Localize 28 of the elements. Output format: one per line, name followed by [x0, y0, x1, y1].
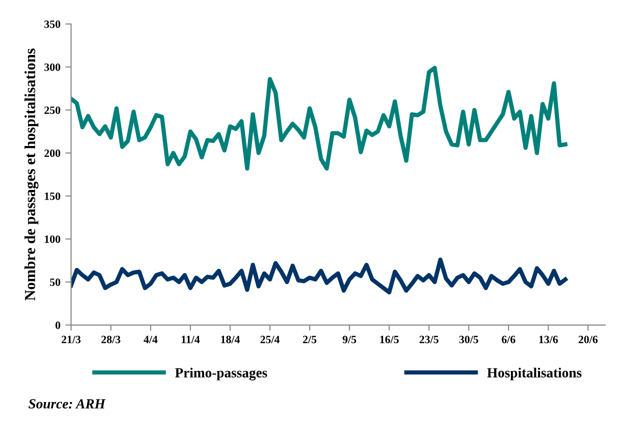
- x-tick-label: 25/4: [260, 336, 280, 344]
- source-note: Source: ARH: [28, 399, 106, 409]
- x-tick-label: 2/5: [303, 336, 316, 344]
- line-series: [71, 258, 568, 294]
- y-tick-label: 200: [44, 149, 60, 157]
- y-tick-label: 150: [44, 192, 60, 200]
- y-axis-title: Nombre de passages et hospitalisations: [24, 48, 38, 301]
- line-series: [71, 66, 568, 171]
- x-tick-label: 16/5: [380, 336, 399, 344]
- y-tick-label: 250: [44, 106, 60, 114]
- x-tick-label: 4/4: [144, 336, 158, 344]
- x-tick-label: 6/6: [502, 336, 516, 344]
- y-tick-label: 0: [56, 321, 60, 329]
- x-tick-label: 11/4: [182, 336, 200, 344]
- x-tick-label: 21/3: [62, 336, 81, 344]
- x-tick-label: 28/3: [101, 336, 120, 344]
- y-tick-label: 350: [44, 20, 60, 28]
- y-tick-label: 100: [44, 235, 60, 243]
- x-tick-label: 23/5: [420, 336, 438, 344]
- x-tick-label: 13/6: [539, 336, 558, 344]
- legend-label: Primo-passages: [175, 368, 268, 380]
- x-tick-label: 18/4: [221, 336, 240, 344]
- y-tick-label: 50: [50, 278, 60, 286]
- x-tick-label: 9/5: [342, 336, 356, 344]
- x-tick-label: 30/5: [459, 336, 478, 344]
- legend-label: Hospitalisations: [487, 368, 582, 380]
- y-tick-label: 300: [44, 63, 60, 71]
- x-tick-label: 20/6: [578, 336, 598, 344]
